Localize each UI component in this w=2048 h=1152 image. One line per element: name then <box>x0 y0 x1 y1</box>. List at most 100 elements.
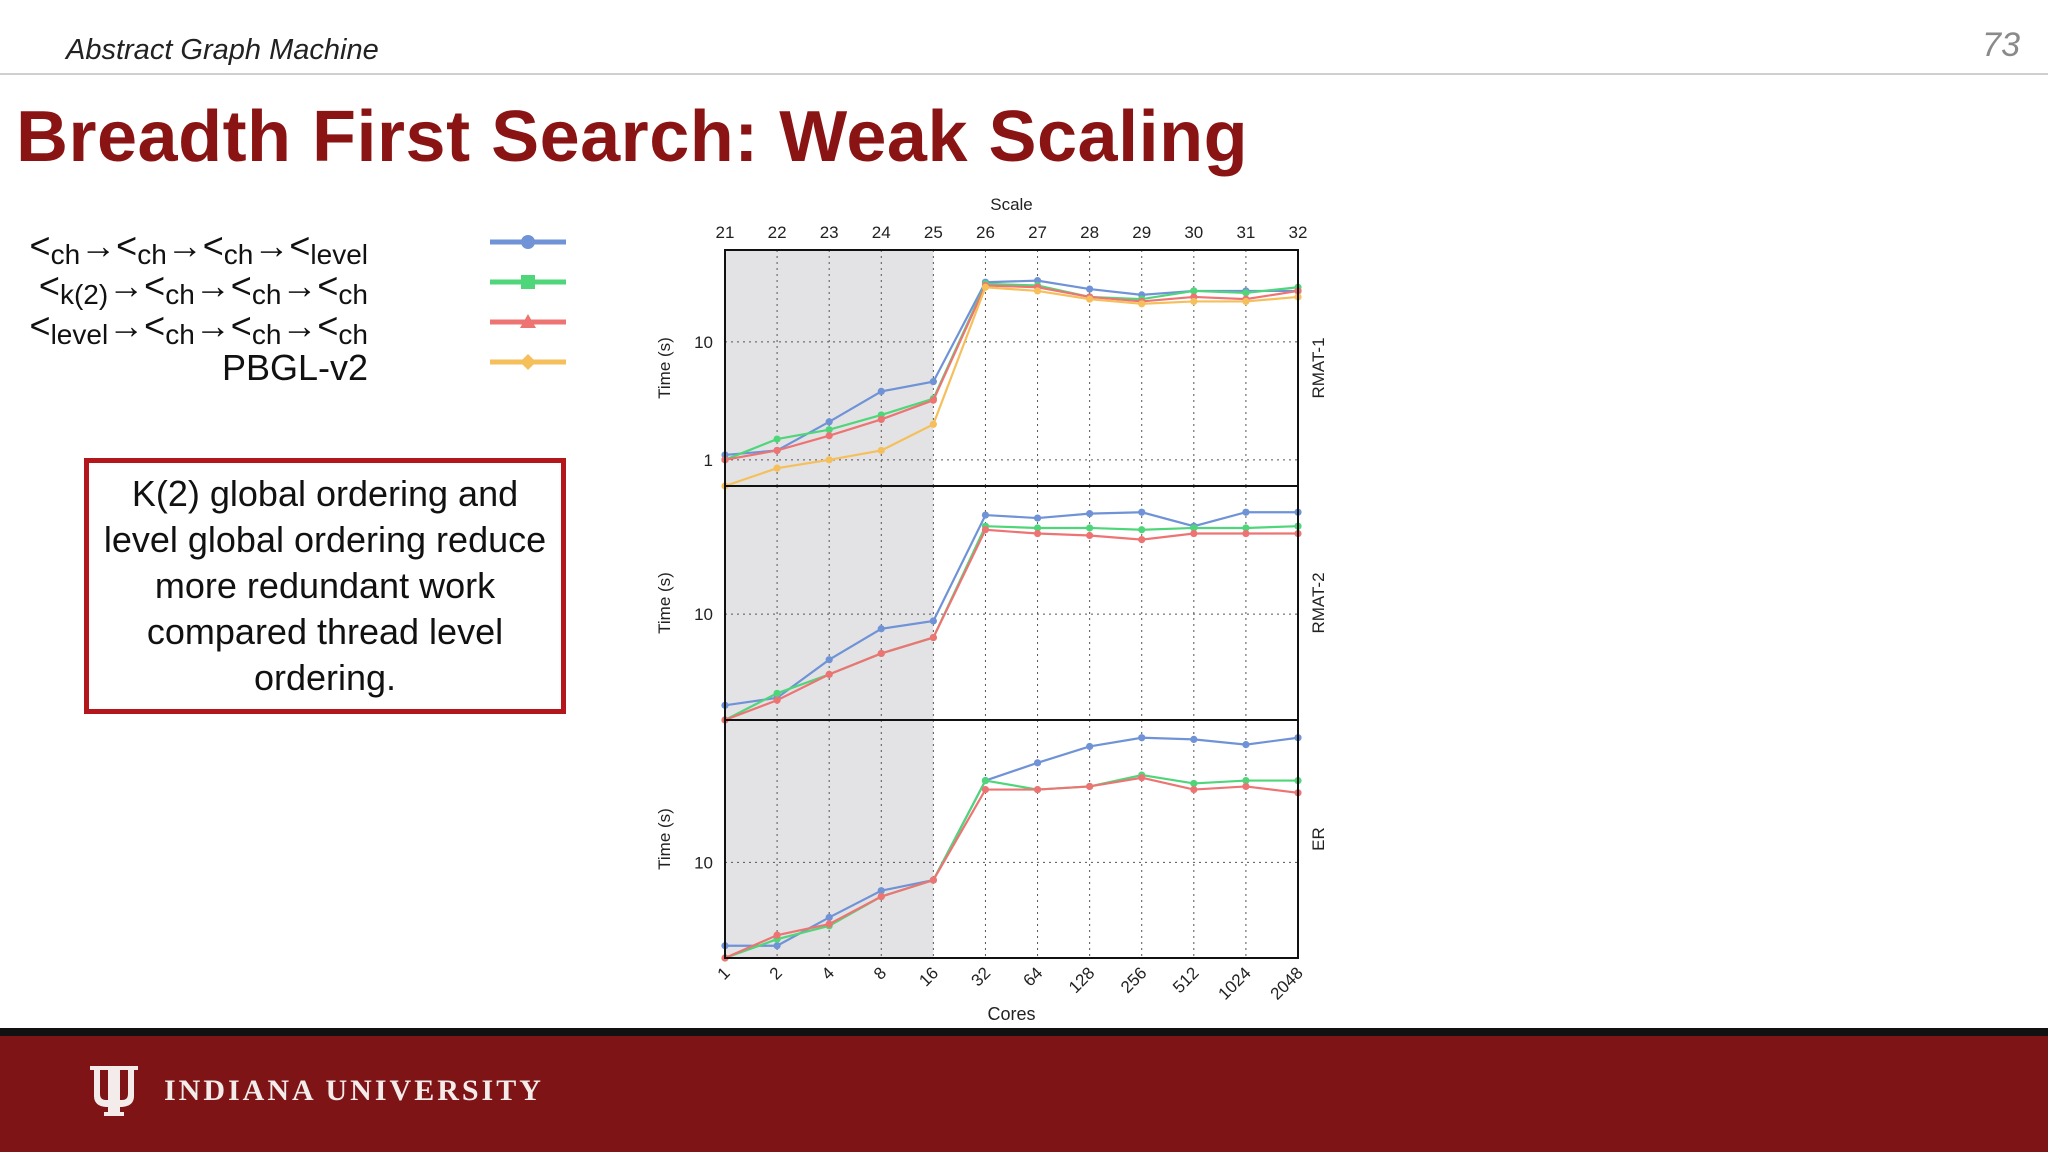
legend-sample <box>490 235 566 249</box>
legend-sample <box>490 314 566 328</box>
data-point <box>825 670 833 678</box>
scale-tick-label: 21 <box>716 223 735 242</box>
shaded-region <box>725 486 934 720</box>
data-point <box>981 776 990 785</box>
data-point <box>1138 774 1146 782</box>
panel-name: RMAT-1 <box>1309 337 1328 398</box>
data-point <box>1033 524 1042 532</box>
data-point <box>1138 300 1146 308</box>
scale-tick-label: 23 <box>820 223 839 242</box>
legend-marker <box>521 275 535 289</box>
scale-tick-label: 26 <box>976 223 995 242</box>
data-point <box>1138 508 1146 516</box>
data-point <box>1242 782 1250 791</box>
data-point <box>877 446 885 455</box>
cores-tick-label: 256 <box>1117 963 1150 996</box>
data-point <box>773 689 781 697</box>
data-point <box>1190 779 1198 788</box>
series-line <box>724 284 1299 461</box>
data-point <box>1086 742 1094 751</box>
data-point <box>1242 297 1250 306</box>
data-point <box>825 456 833 464</box>
cores-tick-label: 1024 <box>1215 963 1255 1003</box>
data-point <box>1086 531 1094 540</box>
data-point <box>1190 287 1198 295</box>
data-point <box>1086 782 1094 791</box>
data-point <box>1242 741 1250 749</box>
data-point <box>929 378 937 386</box>
weak-scaling-chart: 1 10 RMAT-1 Time (s) 10 RMAT-2 Time (s) 10 ER Tim… <box>655 195 1328 1024</box>
callout-text: K(2) global ordering and level global or… <box>103 473 547 698</box>
scale-tick-label: 24 <box>872 223 891 242</box>
series-line <box>724 286 1299 488</box>
x-axis-label: Cores <box>987 1004 1035 1024</box>
chart-legend: <ch→<ch→<ch→<level <k(2)→<ch→<ch→<ch <leve… <box>30 225 600 388</box>
series-line <box>724 511 1298 707</box>
y-tick-label: 10 <box>694 853 713 872</box>
legend-entry: <level→<ch→<ch→<ch <box>29 305 368 350</box>
data-point <box>1086 524 1094 532</box>
cores-tick-label: 512 <box>1169 963 1202 996</box>
data-point <box>929 396 937 404</box>
legend-label: PBGL-v2 <box>221 347 368 388</box>
data-point <box>1190 529 1198 538</box>
series-line <box>724 776 1299 960</box>
data-point <box>981 526 990 534</box>
data-point <box>877 625 885 633</box>
data-point <box>877 887 885 895</box>
scale-tick-label: 32 <box>1289 223 1308 242</box>
y-tick-label: 1 <box>704 451 713 470</box>
data-point <box>825 432 833 440</box>
series-line <box>724 282 1299 461</box>
slide-title: Breadth First Search: Weak Scaling <box>16 97 1249 177</box>
y-axis-label: Time (s) <box>655 808 674 870</box>
cores-tick-label: 4 <box>818 963 838 983</box>
legend-label: <ch→<ch→<ch→<level <box>29 225 368 270</box>
header-title: Abstract Graph Machine <box>66 34 379 66</box>
scale-tick-label: 27 <box>1028 223 1047 242</box>
y-tick-label: 10 <box>694 605 713 624</box>
cores-tick-label: 1 <box>714 963 734 983</box>
data-point <box>1138 526 1146 534</box>
legend-sample <box>490 275 566 289</box>
top-axis-label: Scale <box>990 195 1033 214</box>
cores-tick-label: 32 <box>967 963 994 990</box>
data-point <box>877 892 885 901</box>
data-point <box>1190 735 1198 744</box>
data-point <box>1086 295 1094 303</box>
series-line <box>724 528 1298 722</box>
scale-tick-label: 28 <box>1080 223 1099 242</box>
data-point <box>825 426 833 434</box>
data-point <box>1242 524 1250 532</box>
scale-tick-label: 31 <box>1236 223 1255 242</box>
data-point <box>773 942 781 950</box>
data-point <box>1242 776 1250 785</box>
legend-sample <box>490 354 566 370</box>
legend-label: <level→<ch→<ch→<ch <box>29 305 368 350</box>
chart-area: 1 10 RMAT-1 Time (s) 10 RMAT-2 Time (s) 10 ER Tim… <box>640 190 1340 1030</box>
cores-tick-label: 2 <box>766 963 786 983</box>
data-point <box>877 415 885 424</box>
data-point <box>929 420 937 428</box>
data-point <box>1086 285 1094 293</box>
scale-tick-label: 25 <box>924 223 943 242</box>
y-axis-label: Time (s) <box>655 337 674 399</box>
cores-tick-label: 16 <box>915 963 942 990</box>
legend-marker <box>520 354 536 370</box>
y-tick-label: 10 <box>694 333 713 352</box>
data-point <box>773 446 781 455</box>
scale-tick-label: 30 <box>1184 223 1203 242</box>
data-point <box>877 387 885 396</box>
university-name: INDIANA UNIVERSITY <box>164 1074 544 1107</box>
data-point <box>929 617 937 625</box>
data-point <box>1242 508 1250 516</box>
data-point <box>1138 536 1146 544</box>
data-point <box>1033 785 1042 794</box>
data-point <box>1033 514 1042 522</box>
legend-marker <box>520 314 536 328</box>
panel-frame <box>724 719 1299 959</box>
data-point <box>1033 759 1042 767</box>
legend-entry: PBGL-v2 <box>221 347 368 388</box>
cores-tick-label: 64 <box>1020 963 1047 990</box>
data-point <box>1190 785 1198 794</box>
